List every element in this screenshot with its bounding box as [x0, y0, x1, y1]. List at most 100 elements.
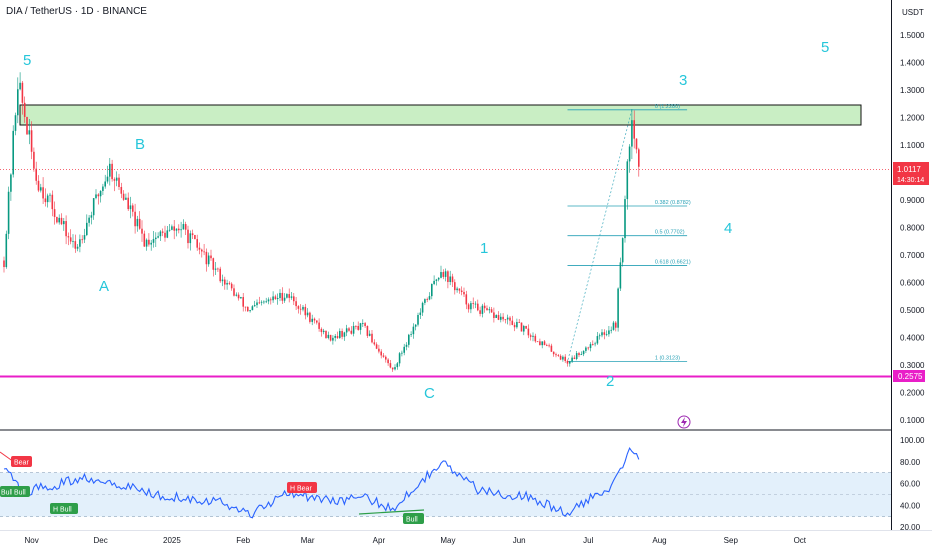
candle-body: [355, 325, 357, 327]
price-scale[interactable]: 1.50001.40001.30001.20001.10001.00000.90…: [900, 31, 925, 425]
candle-body: [97, 194, 100, 197]
candle-body: [152, 239, 155, 243]
candle-body: [325, 330, 327, 339]
candle-body: [477, 303, 479, 311]
candle-body: [175, 228, 178, 231]
rsi-tick: 40.00: [900, 501, 921, 510]
candle-body: [387, 359, 389, 364]
candle-body: [624, 199, 626, 239]
candle-body: [431, 283, 433, 297]
candle-body: [276, 298, 279, 300]
fib-level-label: 0.618 (0.6621): [655, 259, 691, 265]
candle-body: [424, 299, 426, 303]
candle-body: [322, 330, 325, 333]
candle-body: [631, 120, 633, 147]
candle-body: [440, 272, 442, 278]
candle-body: [433, 280, 435, 284]
candle-body: [495, 315, 497, 318]
candle-body: [42, 187, 44, 199]
candle-body: [251, 306, 254, 311]
chart-title[interactable]: DIA / TetherUS · 1D · BINANCE: [6, 6, 147, 17]
candle-body: [302, 306, 304, 310]
candle-body: [587, 347, 589, 349]
bull-tag-2-label: Bull: [14, 490, 26, 497]
candle-body: [391, 367, 394, 370]
candle-body: [380, 351, 382, 356]
candle-body: [548, 345, 550, 347]
candle-body: [500, 316, 502, 320]
price-tick: 0.7000: [900, 251, 925, 260]
candle-body: [263, 301, 265, 303]
hidden-bear-tag: [287, 482, 317, 493]
fib-retracement[interactable]: 0 (1.2280) 0.382 (0.8782) 0.5 (0.7702) 0.61…: [567, 104, 691, 363]
candle-body: [118, 177, 120, 187]
fib-level-label: 1 (0.3123): [655, 356, 680, 362]
divergence-tags: Bear Bull Bull H Bull H Bear Bull: [0, 451, 425, 524]
candle-body: [348, 328, 350, 331]
candle-body: [479, 310, 481, 314]
candle-body: [562, 356, 564, 360]
rsi-layer: [3, 446, 640, 519]
candle-body: [83, 235, 86, 240]
rsi-pane[interactable]: [0, 472, 891, 517]
candle-body: [364, 323, 366, 326]
time-label: Oct: [794, 536, 807, 545]
candle-body: [217, 268, 219, 270]
candle-body: [79, 239, 81, 247]
time-axis[interactable]: Nov Dec 2025 Feb Mar Apr May Jun Jul Aug Sep Oct: [24, 536, 806, 545]
candle-body: [113, 179, 116, 181]
candle-body: [435, 279, 438, 281]
lightning-icon[interactable]: [677, 415, 691, 429]
price-tick: 1.5000: [900, 31, 925, 40]
candle-body: [559, 355, 562, 360]
candle-body: [375, 344, 378, 349]
candle-body: [65, 221, 67, 237]
candle-body: [488, 309, 491, 311]
countdown-value: 14:30:14: [897, 177, 924, 184]
rsi-scale[interactable]: 100.00 80.00 60.00 40.00 20.00: [900, 436, 925, 532]
candle-body: [449, 276, 451, 283]
candle-body: [44, 198, 47, 203]
candle-body: [5, 233, 8, 268]
candle-body: [260, 301, 263, 303]
candle-body: [382, 355, 385, 357]
candle-body: [318, 322, 320, 329]
candle-body: [378, 348, 380, 352]
candle-body: [398, 353, 401, 364]
candle-body: [304, 306, 307, 316]
candle-body: [525, 325, 527, 329]
candle-body: [463, 291, 465, 295]
candle-body: [219, 268, 221, 282]
candle-body: [483, 305, 486, 309]
candle-body: [49, 194, 51, 196]
candle-body: [373, 342, 376, 345]
candle-body: [534, 335, 537, 342]
candle-body: [69, 237, 72, 242]
candle-body: [99, 190, 102, 197]
candle-body: [368, 333, 371, 336]
wave-label-3: 3: [679, 72, 687, 89]
candle-body: [550, 345, 553, 352]
main-pane[interactable]: [0, 0, 891, 429]
candle-body: [527, 328, 530, 336]
candle-body: [506, 317, 509, 320]
candle-body: [497, 315, 500, 320]
candle-body: [442, 272, 445, 277]
candle-body: [633, 120, 635, 139]
candle-body: [608, 330, 610, 335]
candle-body: [518, 321, 520, 323]
candle-body: [529, 335, 532, 337]
rsi-tick: 100.00: [900, 436, 925, 445]
candle-body: [67, 236, 70, 238]
hidden-bear-tag-label: H Bear: [290, 486, 312, 493]
candle-body: [207, 255, 210, 265]
candle-body: [272, 296, 274, 301]
candle-body: [35, 168, 37, 181]
resistance-zone[interactable]: [19, 104, 862, 126]
candle-body: [511, 320, 514, 325]
candle-body: [299, 308, 302, 310]
candle-body: [226, 282, 228, 285]
candle-body: [281, 292, 284, 301]
candle-body: [141, 228, 143, 234]
